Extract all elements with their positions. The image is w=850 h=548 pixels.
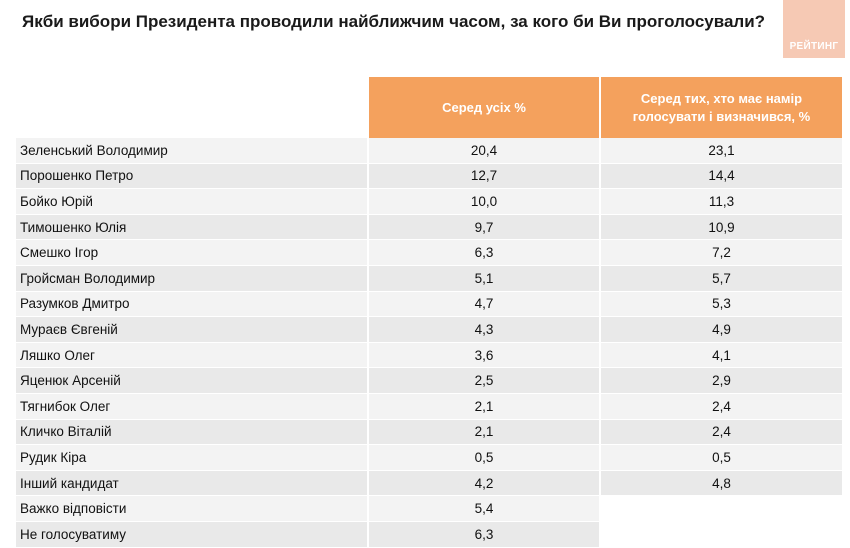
candidate-name: Важко відповісти (16, 496, 367, 522)
value-decided: 23,1 (599, 138, 842, 164)
table-row: Важко відповісти 5,4 (16, 496, 842, 522)
table-row: Смешко Ігор 6,3 7,2 (16, 240, 842, 266)
candidate-name: Гройсман Володимир (16, 265, 367, 292)
table-row: Тягнибок Олег 2,1 2,4 (16, 393, 842, 420)
results-table: Серед усіх % Серед тих, хто має намір го… (16, 77, 842, 548)
table-row: Гройсман Володимир 5,1 5,7 (16, 265, 842, 292)
value-decided: 4,8 (599, 470, 842, 497)
value-all: 4,7 (367, 291, 599, 318)
value-decided: 0,5 (599, 445, 842, 471)
value-decided: 4,1 (599, 342, 842, 369)
value-decided: 4,9 (599, 317, 842, 343)
value-decided: 14,4 (599, 163, 842, 190)
value-decided (599, 521, 842, 548)
candidate-name: Смешко Ігор (16, 240, 367, 266)
header-empty-cell (16, 77, 367, 138)
value-all: 6,3 (367, 521, 599, 548)
header-decided-column: Серед тих, хто має намір голосувати і ви… (599, 77, 842, 138)
value-all: 10,0 (367, 189, 599, 215)
value-all: 0,5 (367, 445, 599, 471)
value-decided: 11,3 (599, 189, 842, 215)
value-all: 2,1 (367, 393, 599, 420)
table-header-row: Серед усіх % Серед тих, хто має намір го… (16, 77, 842, 138)
table-row: Інший кандидат 4,2 4,8 (16, 470, 842, 497)
table-body: Зеленський Володимир 20,4 23,1 Порошенко Пе… (16, 138, 842, 548)
value-decided: 7,2 (599, 240, 842, 266)
value-all: 6,3 (367, 240, 599, 266)
value-all: 2,5 (367, 368, 599, 394)
page-title: Якби вибори Президента проводили найближ… (22, 12, 766, 31)
value-all: 5,1 (367, 265, 599, 292)
candidate-name: Яценюк Арсеній (16, 368, 367, 394)
candidate-name: Мураєв Євгеній (16, 317, 367, 343)
candidate-name: Ляшко Олег (16, 342, 367, 369)
candidate-name: Тягнибок Олег (16, 393, 367, 420)
value-all: 2,1 (367, 419, 599, 446)
value-all: 4,3 (367, 317, 599, 343)
value-all: 3,6 (367, 342, 599, 369)
value-all: 12,7 (367, 163, 599, 190)
table-row: Мураєв Євгеній 4,3 4,9 (16, 317, 842, 343)
logo-text: РЕЙТИНГ (789, 41, 839, 52)
table-row: Порошенко Петро 12,7 14,4 (16, 163, 842, 190)
value-decided: 5,3 (599, 291, 842, 318)
candidate-name: Зеленський Володимир (16, 138, 367, 164)
table-row: Рудик Кіра 0,5 0,5 (16, 445, 842, 471)
value-decided: 10,9 (599, 214, 842, 241)
candidate-name: Не голосуватиму (16, 521, 367, 548)
value-decided: 2,9 (599, 368, 842, 394)
table-row: Разумков Дмитро 4,7 5,3 (16, 291, 842, 318)
candidate-name: Бойко Юрій (16, 189, 367, 215)
rating-logo: РЕЙТИНГ (783, 0, 845, 58)
candidate-name: Кличко Віталій (16, 419, 367, 446)
value-decided (599, 496, 842, 522)
table-row: Ляшко Олег 3,6 4,1 (16, 342, 842, 369)
value-decided: 2,4 (599, 393, 842, 420)
candidate-name: Порошенко Петро (16, 163, 367, 190)
table-row: Не голосуватиму 6,3 (16, 521, 842, 548)
candidate-name: Рудик Кіра (16, 445, 367, 471)
table-row: Яценюк Арсеній 2,5 2,9 (16, 368, 842, 394)
value-all: 4,2 (367, 470, 599, 497)
value-all: 9,7 (367, 214, 599, 241)
candidate-name: Тимошенко Юлія (16, 214, 367, 241)
value-all: 20,4 (367, 138, 599, 164)
candidate-name: Інший кандидат (16, 470, 367, 497)
candidate-name: Разумков Дмитро (16, 291, 367, 318)
table-row: Зеленський Володимир 20,4 23,1 (16, 138, 842, 164)
value-all: 5,4 (367, 496, 599, 522)
table-row: Кличко Віталій 2,1 2,4 (16, 419, 842, 446)
table-row: Тимошенко Юлія 9,7 10,9 (16, 214, 842, 241)
value-decided: 5,7 (599, 265, 842, 292)
value-decided: 2,4 (599, 419, 842, 446)
table-row: Бойко Юрій 10,0 11,3 (16, 189, 842, 215)
header-all-column: Серед усіх % (367, 77, 599, 138)
